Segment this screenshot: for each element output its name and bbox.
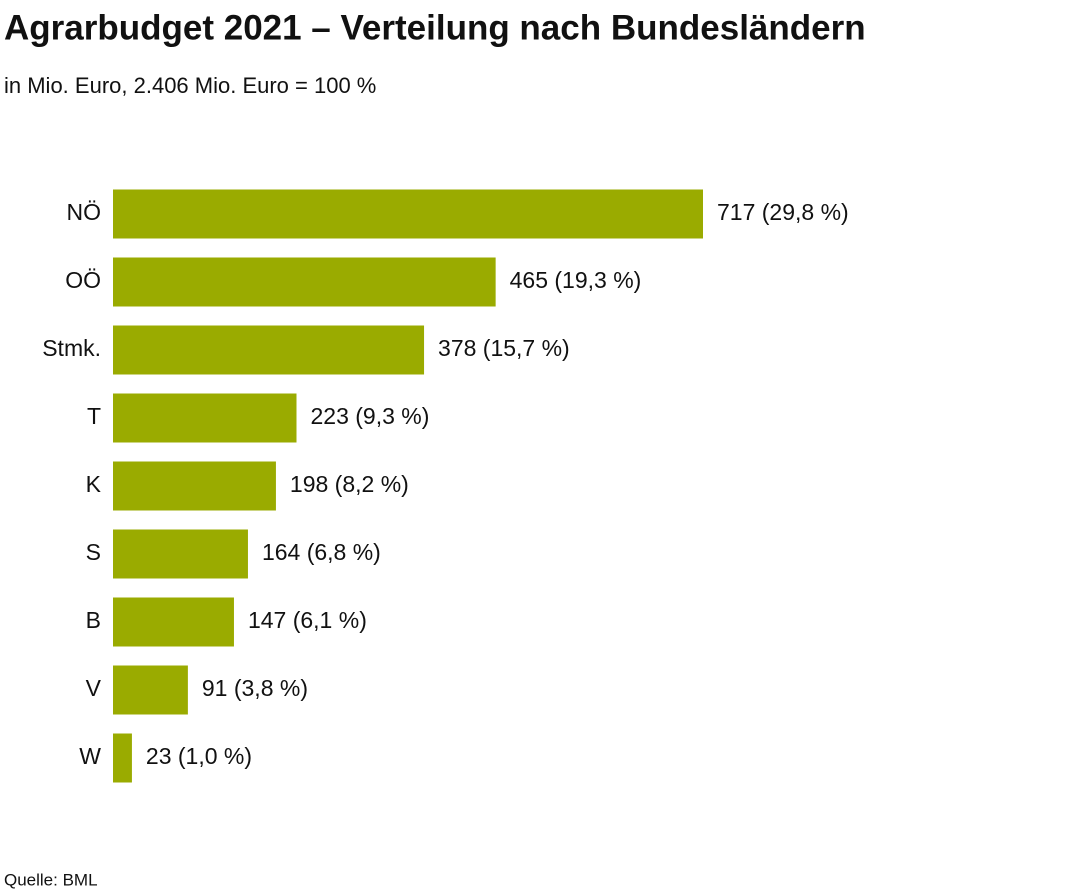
value-label: 147 (6,1 %) [248, 607, 367, 633]
category-label: NÖ [67, 199, 102, 225]
bar [113, 189, 703, 239]
category-label: S [86, 539, 101, 565]
value-label: 91 (3,8 %) [202, 675, 308, 701]
source: Quelle: BML [4, 870, 98, 889]
value-label: 223 (9,3 %) [311, 403, 430, 429]
bar [113, 597, 234, 647]
value-label: 164 (6,8 %) [262, 539, 381, 565]
category-label: OÖ [65, 267, 101, 293]
value-label: 465 (19,3 %) [510, 267, 642, 293]
category-label: T [87, 403, 101, 429]
value-label: 717 (29,8 %) [717, 199, 849, 225]
category-label: V [86, 675, 102, 701]
bar [113, 665, 188, 715]
bar [113, 461, 276, 511]
bar [113, 393, 297, 443]
category-label: W [79, 743, 101, 769]
chart-title: Agrarbudget 2021 – Verteilung nach Bunde… [4, 8, 866, 47]
bar [113, 733, 132, 783]
value-label: 378 (15,7 %) [438, 335, 570, 361]
category-label: B [86, 607, 101, 633]
category-label: Stmk. [42, 335, 101, 361]
bar [113, 325, 425, 375]
value-label: 198 (8,2 %) [290, 471, 409, 497]
category-label: K [86, 471, 102, 497]
bar [113, 257, 496, 307]
bar [113, 529, 248, 579]
value-label: 23 (1,0 %) [146, 743, 252, 769]
chart-subtitle: in Mio. Euro, 2.406 Mio. Euro = 100 % [4, 73, 376, 98]
